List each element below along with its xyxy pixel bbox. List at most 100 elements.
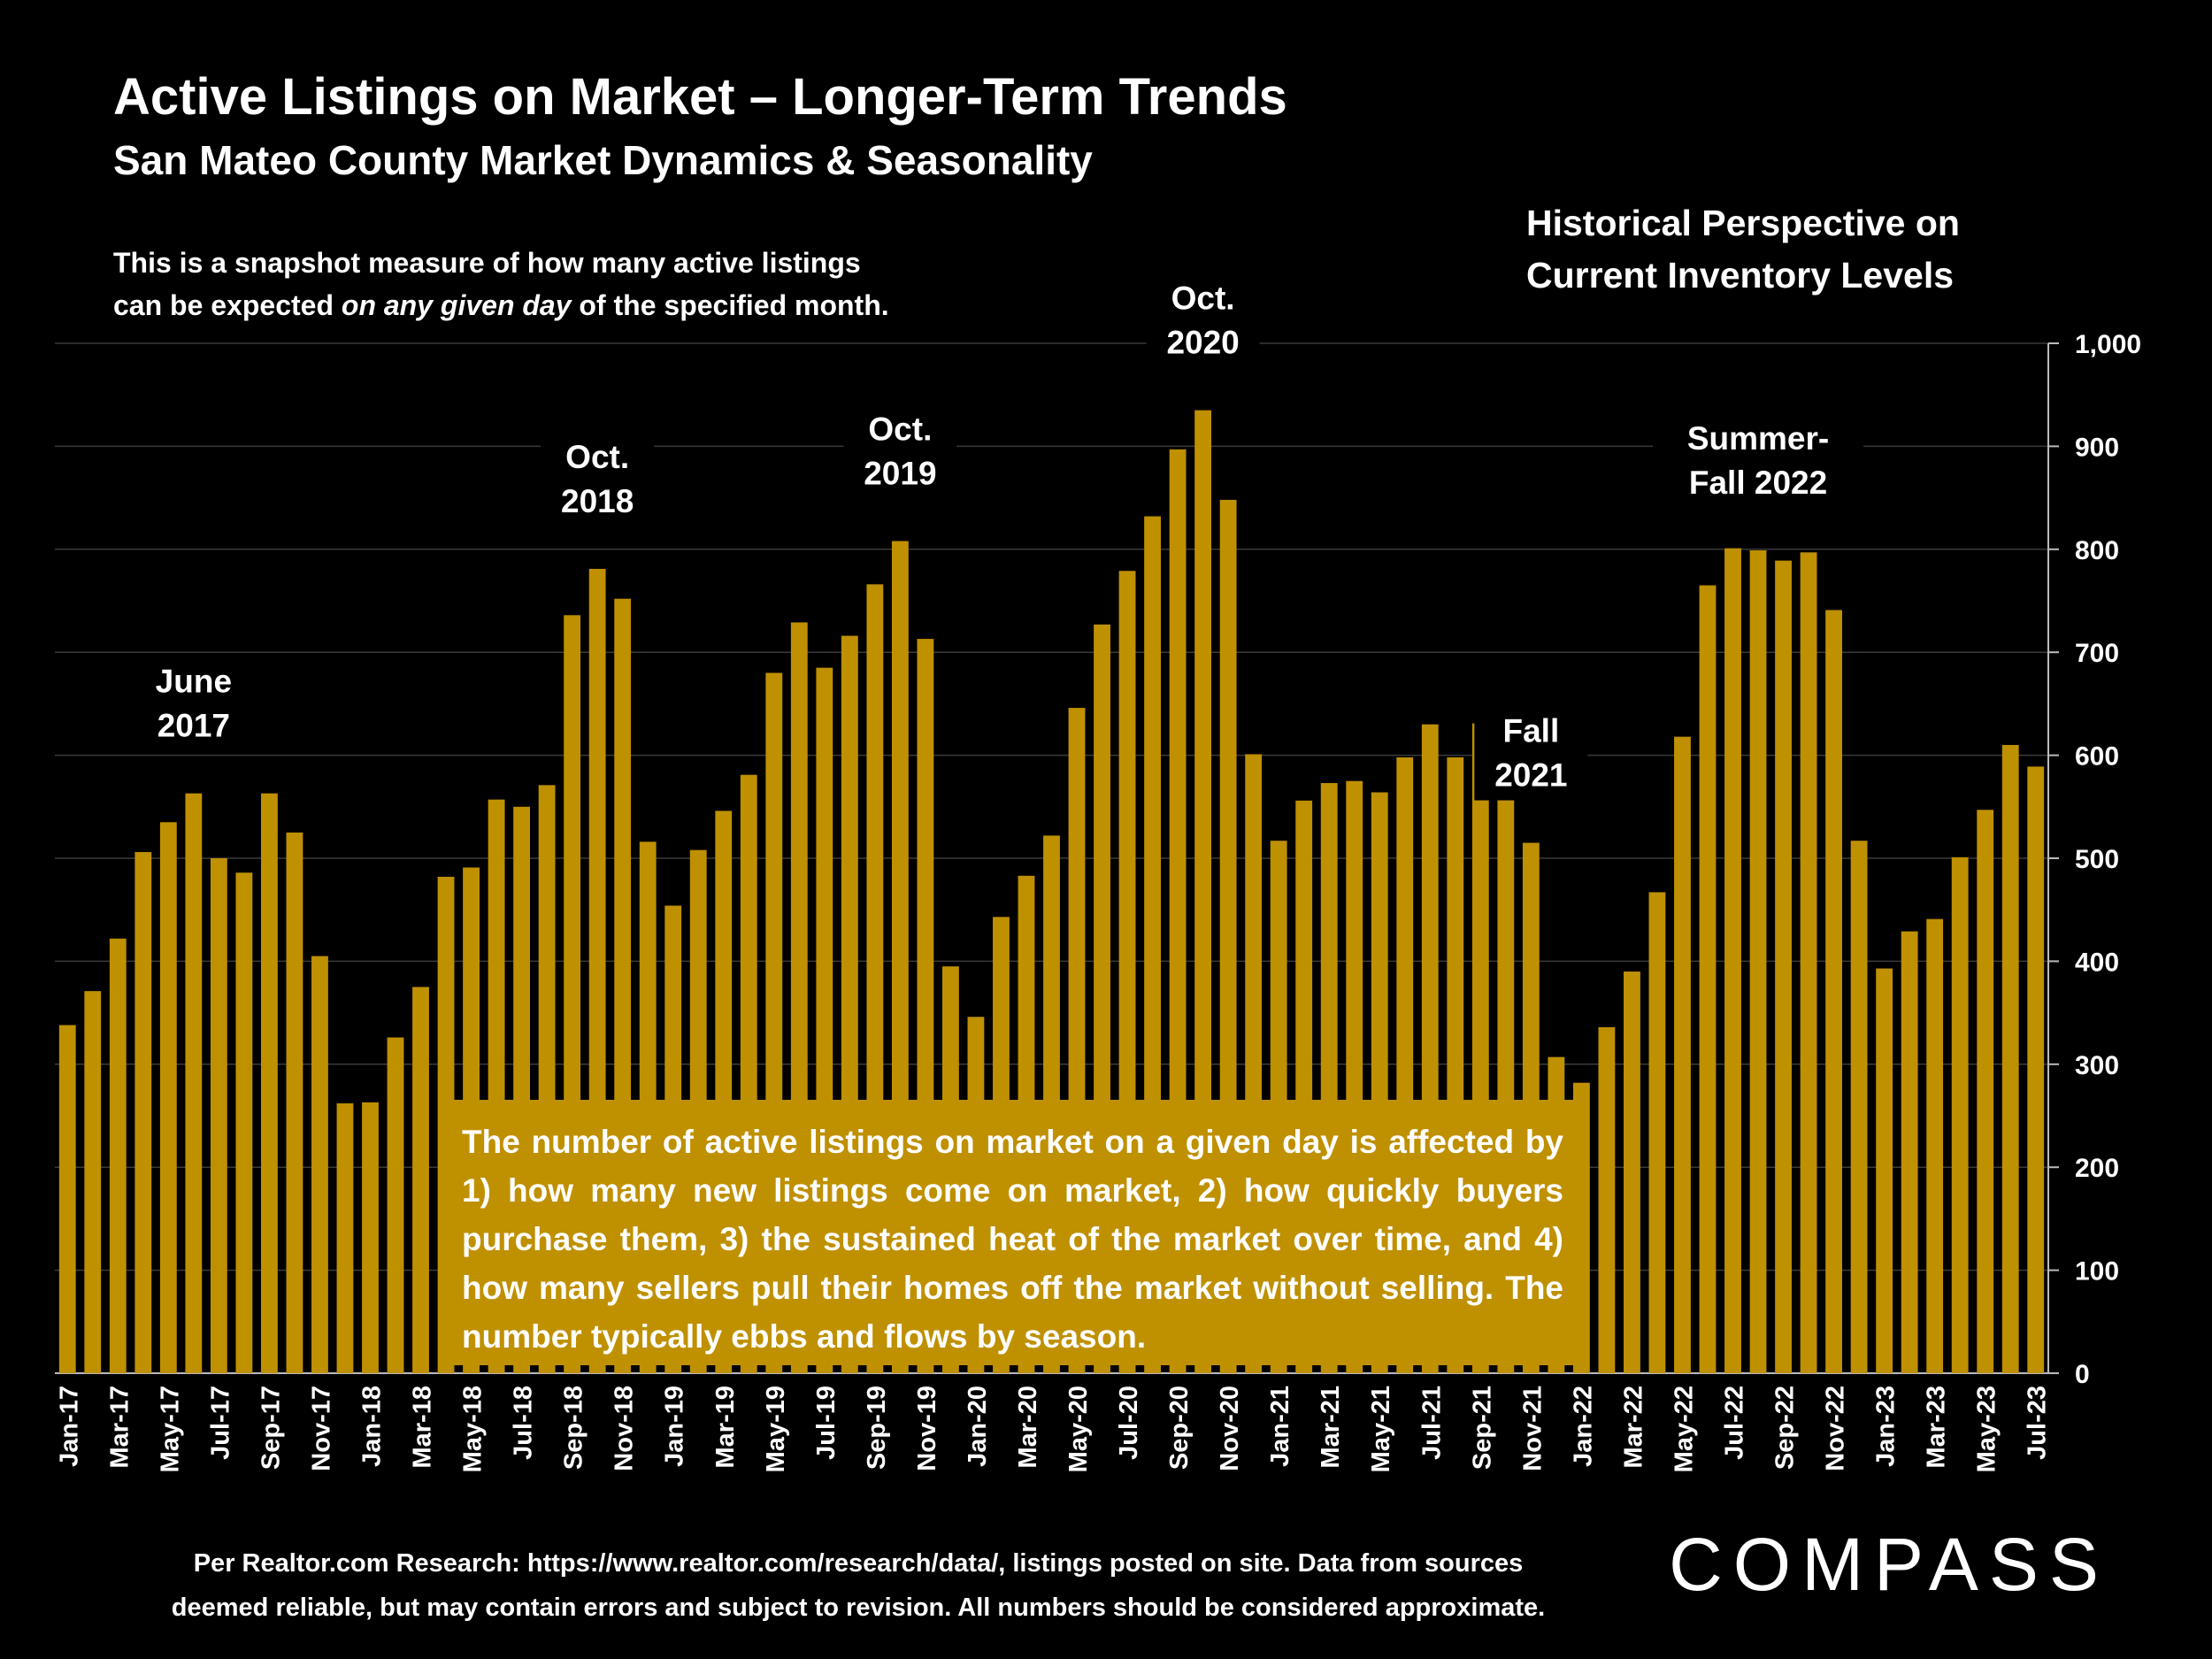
x-tick-label: Jul-23 (2024, 1386, 2052, 1460)
bar-Aug-17 (235, 872, 253, 1373)
bar-May-22 (1674, 736, 1691, 1373)
x-tick-label: Sep-18 (560, 1386, 588, 1470)
x-tick-label: May-21 (1367, 1386, 1395, 1472)
measure-note-line1: This is a snapshot measure of how many a… (113, 247, 861, 279)
x-tick-label: Nov-22 (1822, 1386, 1850, 1471)
x-tick-label: Mar-19 (711, 1386, 740, 1469)
x-tick-label: Mar-20 (1014, 1386, 1042, 1469)
x-tick-label: Mar-18 (409, 1386, 437, 1469)
compass-logo-text: COMPASS (1669, 1526, 2109, 1606)
x-tick-label: May-17 (156, 1386, 184, 1472)
y-tick-label: 600 (2075, 742, 2119, 772)
y-tick-label: 1,000 (2075, 330, 2141, 359)
x-tick-label: Nov-21 (1518, 1386, 1547, 1471)
annotation-label: 2021 (1494, 757, 1567, 794)
annotation-backdrop (541, 430, 655, 526)
x-tick-label: Jan-21 (1266, 1386, 1294, 1467)
annotation-backdrop (1653, 411, 1864, 508)
x-tick-label: Jan-18 (357, 1386, 386, 1467)
x-tick-label: Nov-20 (1216, 1386, 1244, 1471)
source-line1: Per Realtor.com Research: https://www.re… (193, 1549, 1524, 1578)
bar-Sep-17 (261, 793, 278, 1373)
bar-Jan-18 (362, 1102, 379, 1373)
bar-May-23 (1977, 810, 1994, 1373)
annotation-label: June (156, 664, 232, 700)
y-tick-label: 700 (2075, 639, 2119, 668)
compass-logo: COMPASS (1669, 1526, 2109, 1606)
y-tick-label: 300 (2075, 1051, 2119, 1080)
bar-Jul-23 (2027, 766, 2045, 1373)
bar-Sep-22 (1775, 560, 1792, 1373)
x-tick-label: Jan-22 (1569, 1386, 1597, 1467)
x-tick-label: Jan-20 (964, 1386, 992, 1467)
x-tick-label: May-19 (762, 1386, 790, 1472)
bar-Mar-17 (109, 938, 127, 1373)
x-tick-label: Jan-19 (661, 1386, 689, 1467)
annotation-label: 2020 (1166, 325, 1239, 361)
bar-Nov-17 (311, 956, 328, 1373)
chart-subtitle: San Mateo County Market Dynamics & Seaso… (113, 137, 1093, 183)
x-tick-label: Jan-23 (1872, 1386, 1901, 1467)
bar-Feb-22 (1598, 1026, 1616, 1373)
x-tick-label: May-18 (459, 1386, 488, 1472)
source-note: Per Realtor.com Research: https://www.re… (133, 1541, 1584, 1630)
bar-Oct-17 (286, 832, 303, 1373)
x-tick-label: Sep-19 (863, 1386, 891, 1470)
annotation-label: 2017 (157, 708, 230, 744)
y-tick-label: 800 (2075, 536, 2119, 565)
bar-Jul-22 (1724, 548, 1741, 1373)
x-tick-label: Mar-22 (1619, 1386, 1647, 1469)
source-line2: deemed reliable, but may contain errors … (171, 1594, 1546, 1622)
annotation-label: 2018 (561, 483, 634, 519)
measure-note-line2: can be expected (113, 289, 342, 321)
x-tick-label: Jul-20 (1115, 1386, 1143, 1460)
perspective-line2: Current Inventory Levels (1526, 255, 1955, 296)
x-tick-label: Mar-17 (105, 1386, 134, 1469)
annotation-backdrop (843, 403, 957, 499)
y-tick-label: 400 (2075, 948, 2119, 977)
bar-May-17 (159, 822, 177, 1373)
x-tick-label: May-22 (1670, 1386, 1698, 1472)
annotation-backdrop (1146, 272, 1260, 368)
x-tick-label: Nov-17 (307, 1386, 335, 1471)
annotation-label: Summer- (1687, 420, 1829, 457)
explanation-callout: The number of active listings on market … (449, 1100, 1588, 1365)
bar-Oct-22 (1800, 552, 1817, 1373)
bar-Aug-22 (1749, 549, 1767, 1373)
y-tick-label: 200 (2075, 1154, 2119, 1183)
bar-Jun-22 (1699, 585, 1717, 1373)
bar-Apr-17 (134, 852, 152, 1373)
x-tick-label: Jul-18 (510, 1386, 538, 1460)
y-tick-label: 100 (2075, 1257, 2119, 1286)
measure-note: This is a snapshot measure of how many a… (113, 242, 889, 326)
bar-Feb-23 (1901, 931, 1918, 1373)
annotation-label: 2019 (864, 455, 936, 491)
bar-Dec-22 (1850, 841, 1868, 1373)
annotation-backdrop (1474, 704, 1588, 801)
perspective-heading: Historical Perspective on Current Invent… (1526, 197, 1960, 302)
x-tick-label: Jan-17 (55, 1386, 83, 1467)
y-tick-label: 0 (2075, 1360, 2090, 1389)
x-tick-label: Jul-22 (1721, 1386, 1749, 1460)
x-tick-label: Jul-21 (1417, 1386, 1446, 1460)
bar-Feb-18 (387, 1037, 404, 1373)
x-tick-label: May-23 (1973, 1386, 2001, 1472)
x-tick-label: Nov-19 (913, 1386, 941, 1471)
bar-Mar-22 (1624, 972, 1640, 1373)
bar-Apr-22 (1648, 892, 1666, 1373)
bar-Jan-17 (58, 1025, 76, 1373)
annotation-label: Oct. (868, 411, 932, 447)
annotation-label: Oct. (565, 439, 629, 475)
measure-note-end: of the specified month. (571, 289, 889, 321)
x-tick-label: Nov-18 (611, 1386, 639, 1471)
annotation-label: Fall (1502, 713, 1559, 749)
y-tick-label: 900 (2075, 433, 2119, 462)
bar-Jul-17 (210, 858, 227, 1373)
x-tick-label: Mar-23 (1923, 1386, 1951, 1469)
x-tick-label: Jul-17 (206, 1386, 234, 1460)
bar-Jun-17 (185, 793, 203, 1373)
bar-Nov-22 (1825, 610, 1842, 1373)
x-tick-label: May-20 (1064, 1386, 1093, 1472)
chart-title: Active Listings on Market – Longer-Term … (113, 68, 1287, 126)
